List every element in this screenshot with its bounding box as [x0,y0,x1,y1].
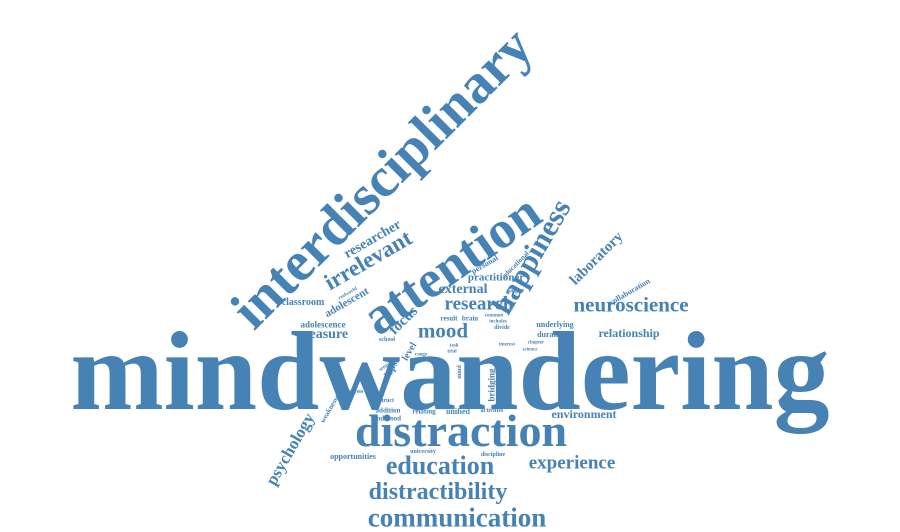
word-experience: experience [528,452,616,474]
word-interest: interest [498,342,516,348]
word-measure: measure [297,327,349,342]
word-laboratory: laboratory [566,228,627,289]
word-distractibility: distractibility [368,479,508,505]
word-andmood: andmood [372,414,402,423]
word-university: university [410,449,436,455]
word-classroom: classroom [281,297,325,308]
word-distraction: distraction [354,405,568,456]
word-communication: communication [367,502,547,532]
word-common: common [484,313,504,319]
word-school: school [378,337,396,343]
word-bridging: bridging [486,368,497,402]
word-brain: brain [461,314,479,323]
word-analysis: analysis [342,389,364,395]
word-opportunities: opportunities [330,452,376,461]
word-adolescence: adolescence [300,319,346,330]
word-environment: environment [551,407,617,421]
word-unified: unified [445,407,471,416]
word-relating: relating [412,407,436,416]
word-construct: construct [370,398,394,404]
word-result: result [440,314,458,323]
word-sampling: sampling [470,370,476,390]
word-external: external [438,282,488,297]
word-activities: activities [480,408,504,414]
word-practitioner: practitioner [467,271,525,284]
word-mitigate: mitigate [506,289,524,295]
word-divide: divide [494,325,510,331]
word-relationship: relationship [598,326,660,340]
word-includes: includes [489,319,507,325]
word-discipline: discipline [480,452,506,458]
word-mind: mind [457,365,463,379]
word-duration: duration [537,330,567,339]
word-task: task [449,343,459,349]
word-neuroscience: neuroscience [573,292,689,317]
word-addition: addition [375,406,401,415]
word-underlying: underlying [536,320,574,329]
word-trial: trial [447,349,457,355]
word-education: education [385,451,495,480]
word-hypothesis: hypothesis [500,371,506,399]
word-mindwandering: mindwandering [70,310,830,434]
word-research: research [444,293,514,315]
word-chapter: chapter [527,340,545,346]
word-range: range [414,352,428,358]
word-mood: mood [417,318,469,343]
word-science: science [522,347,538,353]
